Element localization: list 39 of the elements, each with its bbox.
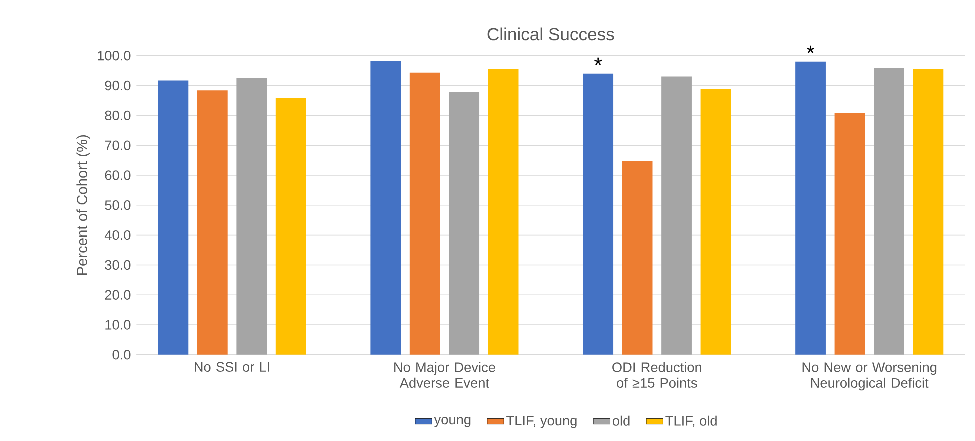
y-tick-label: 90.0: [105, 80, 131, 91]
bar: [796, 62, 826, 355]
annotation: *: [594, 58, 602, 66]
y-tick-label: 50.0: [105, 200, 131, 210]
y-tick-label: 100.0: [98, 50, 131, 61]
y-tick-label: 80.0: [105, 110, 131, 120]
y-tick-label: 0.0: [112, 350, 131, 360]
legend-label: TLIF, young: [506, 416, 577, 428]
y-tick-label: 70.0: [105, 140, 131, 150]
bar: [449, 92, 480, 355]
x-tick-label: ODI Reduction of ≥15 Points: [612, 362, 702, 388]
y-tick-label: 20.0: [105, 290, 131, 300]
bar: [197, 90, 228, 355]
bar: [236, 78, 268, 355]
bar: [370, 61, 402, 355]
bar: [913, 68, 944, 355]
bar: [158, 80, 189, 355]
legend-label: TLIF, old: [666, 416, 717, 428]
legend-label: old: [612, 416, 630, 426]
y-axis-title: Percent of Cohort (%): [76, 135, 90, 275]
bar: [276, 98, 306, 355]
x-tick-label: No Major Device Adverse Event: [394, 362, 496, 388]
bar: [662, 76, 692, 355]
legend-label: young: [434, 417, 471, 428]
bar: [834, 112, 866, 355]
bar: [622, 161, 653, 355]
bar: [410, 72, 440, 355]
chart-title: Clinical Success: [488, 28, 614, 41]
bar: [874, 68, 904, 355]
x-tick-label: No SSI or LI: [195, 362, 270, 372]
y-tick-label: 10.0: [106, 320, 131, 330]
bar: [488, 68, 519, 355]
x-tick-label: No New or Worsening Neurological Deficit: [802, 362, 937, 391]
y-tick-label: 40.0: [104, 230, 131, 240]
bar: [700, 89, 732, 355]
text: *: [806, 46, 815, 54]
y-tick-label: 30.0: [105, 260, 131, 270]
bar: [583, 74, 614, 355]
y-tick-label: 60.0: [105, 170, 131, 180]
